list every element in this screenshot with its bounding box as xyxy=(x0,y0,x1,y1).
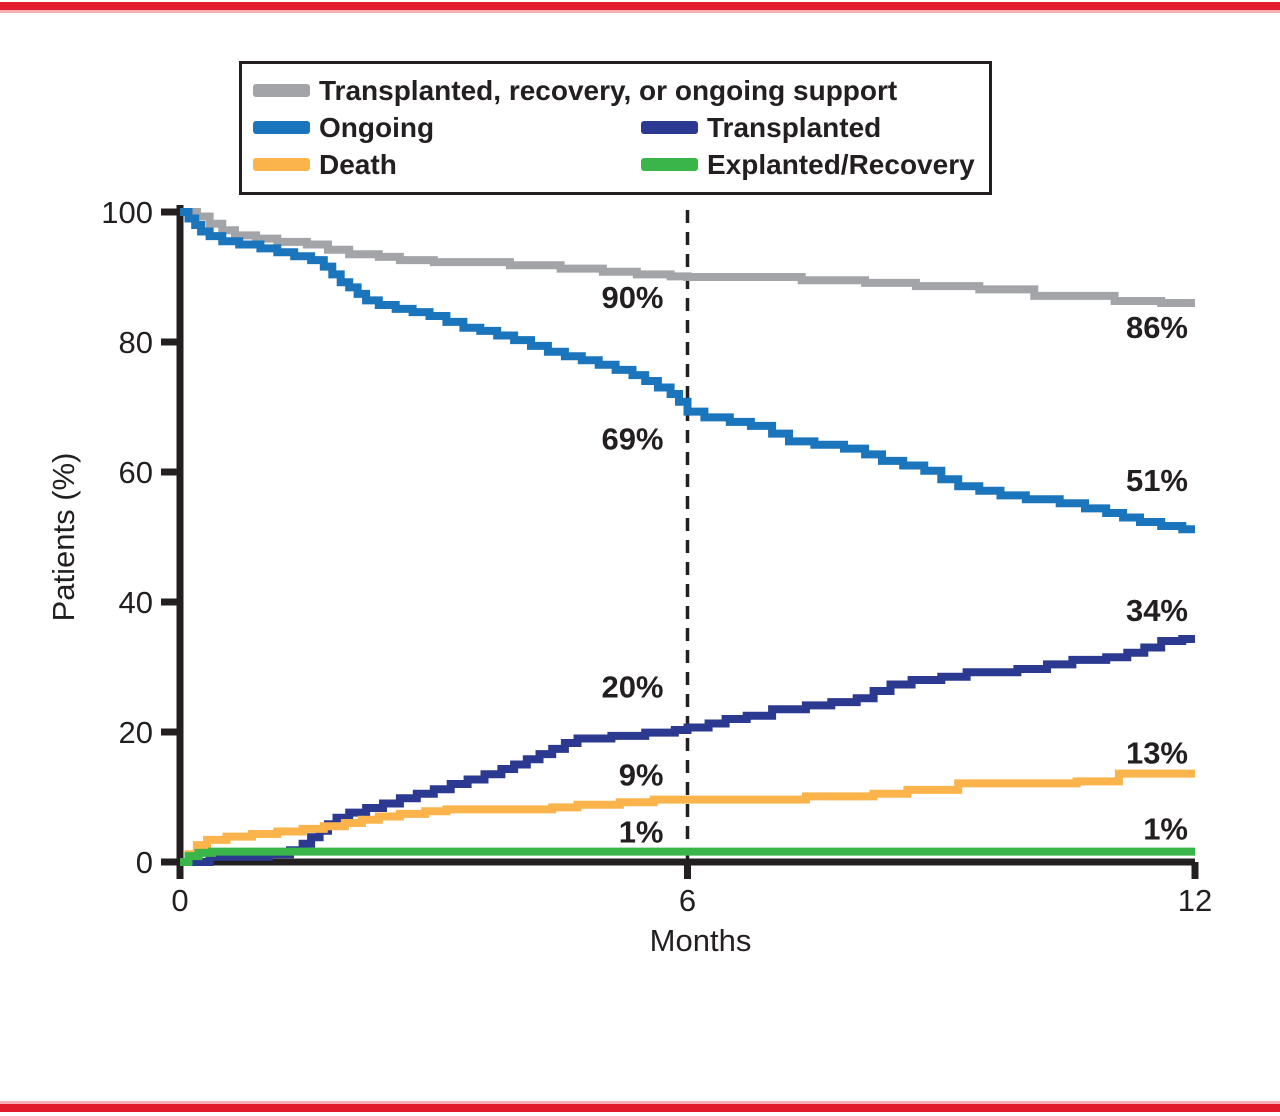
x-tick-label: 0 xyxy=(171,883,188,918)
y-tick-label: 0 xyxy=(136,845,153,880)
annotation-support-6mo: 90% xyxy=(601,280,663,315)
y-tick-label: 20 xyxy=(119,715,153,750)
legend-item-transplanted: Transplanted xyxy=(641,109,979,146)
y-tick-label: 40 xyxy=(119,585,153,620)
legend-item-explanted: Explanted/Recovery xyxy=(641,146,979,183)
x-axis-title: Months xyxy=(650,923,752,958)
annotation-transplanted-12mo: 34% xyxy=(1126,593,1188,628)
bottom-red-bar-fade xyxy=(0,1101,1280,1104)
x-tick-label: 6 xyxy=(679,883,696,918)
top-red-bar xyxy=(0,2,1280,10)
annotation-ongoing-6mo: 69% xyxy=(601,422,663,457)
support-line-swatch xyxy=(253,84,310,97)
annotation-explanted-12mo: 1% xyxy=(1143,812,1188,847)
legend-label-transplanted: Transplanted xyxy=(707,111,882,143)
x-tick-label: 12 xyxy=(1178,883,1212,918)
ongoing-line-swatch xyxy=(253,121,310,134)
annotation-death-6mo: 9% xyxy=(619,758,664,793)
legend-item-death: Death xyxy=(253,146,641,183)
legend-item-ongoing: Ongoing xyxy=(253,109,641,146)
series-support-line xyxy=(180,208,1195,307)
legend: Transplanted, recovery, or ongoing suppo… xyxy=(239,61,992,195)
legend-item-support: Transplanted, recovery, or ongoing suppo… xyxy=(253,72,979,109)
bottom-red-bar xyxy=(0,1104,1280,1112)
y-tick-label: 100 xyxy=(101,195,153,230)
death-line-swatch xyxy=(253,158,310,171)
annotation-explanted-6mo: 1% xyxy=(619,815,664,850)
series-transplanted-line xyxy=(180,635,1195,866)
top-red-bar-fade xyxy=(0,10,1280,13)
series-explanted-line xyxy=(180,847,1195,866)
transplanted-line-swatch xyxy=(641,121,698,134)
explanted-line-swatch xyxy=(641,158,698,171)
y-axis-title: Patients (%) xyxy=(46,453,81,622)
annotation-transplanted-6mo: 20% xyxy=(601,669,663,704)
legend-label-support: Transplanted, recovery, or ongoing suppo… xyxy=(319,74,898,106)
legend-label-death: Death xyxy=(319,148,397,180)
series-death-line xyxy=(180,769,1195,866)
legend-label-ongoing: Ongoing xyxy=(319,111,435,143)
annotation-ongoing-12mo: 51% xyxy=(1126,463,1188,498)
y-tick-label: 60 xyxy=(119,455,153,490)
annotation-support-12mo: 86% xyxy=(1126,310,1188,345)
y-tick-label: 80 xyxy=(119,325,153,360)
series-ongoing-line xyxy=(180,208,1195,534)
legend-label-explanted: Explanted/Recovery xyxy=(707,148,975,180)
annotation-death-12mo: 13% xyxy=(1126,736,1188,771)
